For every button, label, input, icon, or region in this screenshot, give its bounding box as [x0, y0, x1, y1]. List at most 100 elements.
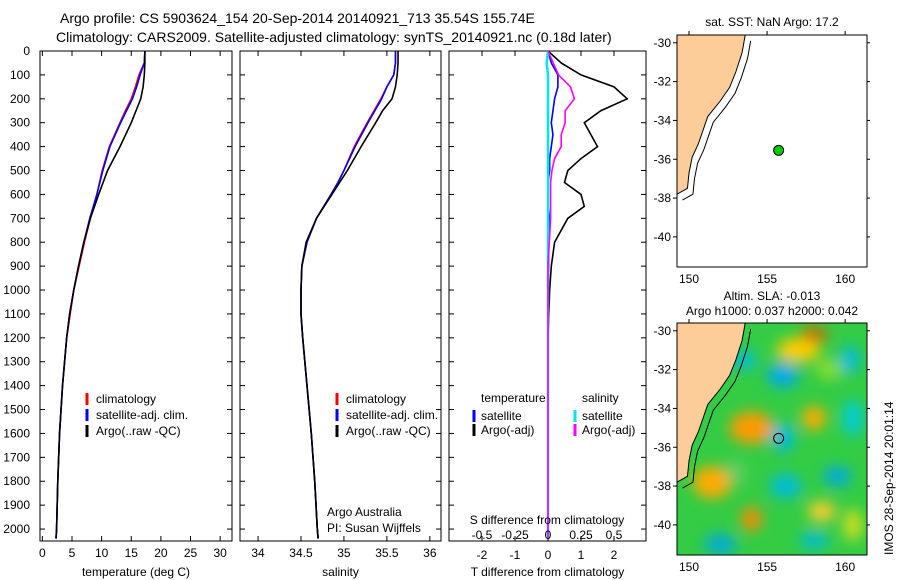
- y-tick-label: 300: [10, 116, 30, 130]
- y-tick-label: -34: [654, 401, 672, 415]
- panel-sst-map: 150 155 160 -30 -32 -34 -36 -38 -40 sat. SST: NaN…: [654, 15, 870, 286]
- y-tick-label: 1000: [3, 283, 30, 297]
- x-tick-label: 2: [611, 548, 618, 562]
- x-tick-label: 34.5: [289, 546, 313, 560]
- x2-tick-label: 0.5: [606, 528, 623, 542]
- x-tick-label: 155: [757, 560, 777, 574]
- x-tick-label: 10: [95, 546, 109, 560]
- isobath-line: [682, 328, 752, 489]
- x2-tick-label: -0.25: [501, 528, 529, 542]
- side-label: IMOS 28-Sep-2014 20:01:14: [882, 401, 896, 555]
- x-tick-label: 15: [125, 546, 139, 560]
- y-tick-label: 1500: [3, 403, 30, 417]
- y-tick-label: 1700: [3, 450, 30, 464]
- axes-frame: [676, 322, 868, 556]
- series-line-satellite-adj-clim-: [300, 51, 397, 539]
- sla-anomaly-blob: [741, 507, 762, 532]
- legend-title-temperature: temperature: [481, 391, 546, 405]
- y-tick-label: 700: [10, 211, 30, 225]
- x-tick-label: 34: [251, 546, 265, 560]
- x-tick-label: 0: [39, 546, 46, 560]
- legend-label: Argo(..raw -QC): [96, 424, 181, 438]
- x-tick-label: -2: [477, 548, 488, 562]
- title-line1: Argo profile: CS 5903624_154 20-Sep-2014…: [60, 10, 535, 26]
- panel-temperature: 0 5 10 15 20 25 300100200300400500600700800900…: [3, 44, 233, 579]
- x-tick-label: 30: [213, 546, 227, 560]
- x-tick-label: 36: [423, 546, 437, 560]
- y-tick-label: -40: [654, 230, 672, 244]
- argo-float-marker: [773, 144, 785, 156]
- x-tick-label: 150: [679, 272, 699, 286]
- legend-label: satellite-adj. clim.: [96, 408, 188, 422]
- x-tick-label: 1: [578, 548, 585, 562]
- sla-anomaly-blob: [704, 534, 737, 555]
- map-area: [677, 323, 867, 555]
- y-tick-label: 800: [10, 235, 30, 249]
- panel-salinity: 34 34.5 35 35.5 36 salinity climatology satelli…: [239, 50, 442, 579]
- sla-anomaly-blob: [776, 338, 821, 363]
- y-tick-label: 1200: [3, 331, 30, 345]
- map-title: sat. SST: NaN Argo: 17.2: [705, 15, 839, 29]
- x-tick-label: -1: [510, 548, 521, 562]
- sla-anomaly-blob: [725, 460, 746, 485]
- sla-anomaly-blob: [815, 359, 844, 380]
- axes-frame: [39, 50, 233, 542]
- series-line-argo-raw-qc-: [300, 51, 399, 539]
- sla-anomaly-blob: [823, 466, 852, 487]
- y-tick-label: 600: [10, 187, 30, 201]
- y-tick-label: 1900: [3, 498, 30, 512]
- sla-anomaly-blob: [807, 501, 836, 522]
- y-tick-label: -30: [654, 36, 672, 50]
- legend-label: satellite-adj. clim.: [346, 408, 438, 422]
- x-tick-label: 5: [69, 546, 76, 560]
- y-tick-label: 1600: [3, 426, 30, 440]
- sla-anomaly-blob: [799, 532, 828, 549]
- x-tick-label: 160: [835, 272, 855, 286]
- y-tick-label: 1100: [4, 307, 30, 321]
- axes-frame: [239, 50, 442, 542]
- legend-label: climatology: [96, 392, 156, 406]
- y-tick-label: 400: [10, 140, 30, 154]
- series-line-argo-raw-qc-: [55, 51, 146, 539]
- series-line-climatology: [55, 50, 146, 539]
- y-tick-label: 2000: [3, 522, 30, 536]
- x-axis-label: salinity: [322, 565, 359, 579]
- y-tick-label: 1300: [3, 355, 30, 369]
- sla-anomaly-blob: [801, 406, 826, 431]
- legend-label: Argo(..raw -QC): [346, 424, 431, 438]
- series-line-s-argo-adj-: [547, 50, 576, 539]
- sla-anomaly-blob: [842, 508, 863, 541]
- sla-anomaly-blob: [692, 466, 733, 499]
- x-tick-label: 20: [154, 546, 168, 560]
- y-tick-label: -32: [654, 75, 672, 89]
- legend-title-salinity: salinity: [582, 391, 619, 405]
- annotation-org: Argo Australia: [327, 505, 402, 519]
- y-tick-label: -38: [654, 479, 672, 493]
- x-tick-label: 155: [757, 272, 777, 286]
- panel-sla-map: 150 155 160 -30 -32 -34 -36 -38 -40 Altim. SLA: -…: [654, 289, 870, 574]
- legend-label: satellite: [582, 409, 623, 423]
- legend-label: Argo(-adj): [582, 423, 635, 437]
- map-title-line1: Altim. SLA: -0.013: [724, 289, 821, 303]
- legend-label: climatology: [346, 392, 406, 406]
- y-tick-label: -36: [654, 440, 672, 454]
- y-tick-label: -38: [654, 191, 672, 205]
- y-tick-label: 900: [10, 259, 30, 273]
- sla-anomaly-blob: [839, 345, 860, 374]
- y-tick-label: 200: [10, 92, 30, 106]
- series-line-satellite-adj-clim-: [55, 50, 146, 539]
- sla-field: [692, 326, 863, 555]
- legend-label: Argo(-adj): [481, 423, 534, 437]
- axes-frame: [676, 34, 868, 268]
- y-tick-label: -40: [654, 518, 672, 532]
- sla-anomaly-blob: [729, 411, 774, 444]
- x2-tick-label: 0: [545, 528, 552, 542]
- x-tick-label: 160: [835, 560, 855, 574]
- y-tick-label: -32: [654, 363, 672, 377]
- x-tick-label: 25: [184, 546, 198, 560]
- legend-label: satellite: [481, 409, 522, 423]
- sla-anomaly-blob: [799, 326, 828, 343]
- sla-anomaly-blob: [766, 363, 799, 388]
